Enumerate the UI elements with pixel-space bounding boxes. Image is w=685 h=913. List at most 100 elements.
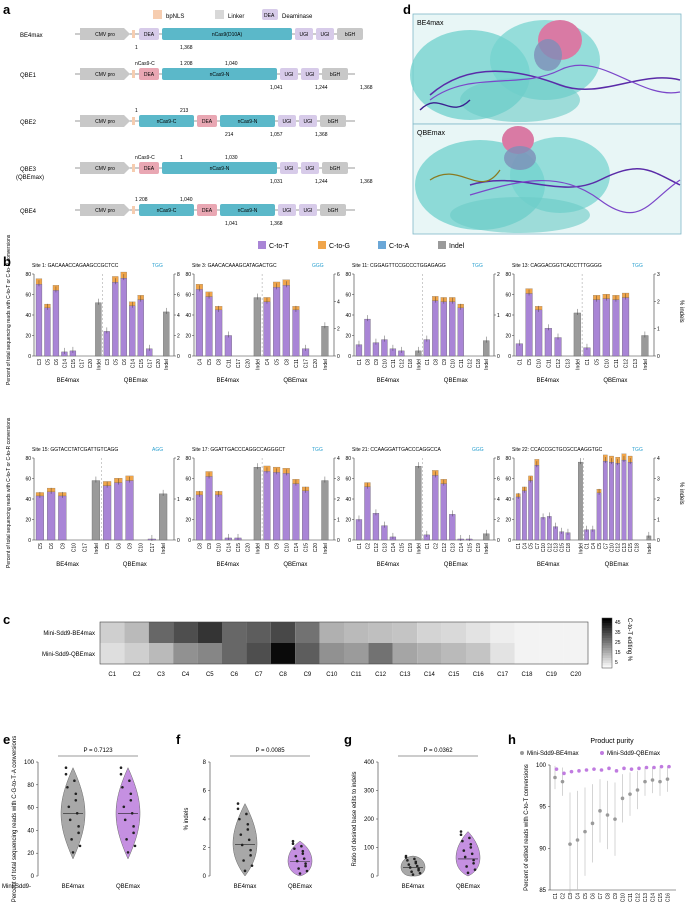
construct-block-label: bGH: [345, 32, 356, 38]
colorbar-step: [602, 635, 612, 639]
construct-position: 214: [225, 132, 234, 138]
c-to-t-bar: [129, 305, 136, 357]
construct-block-label: bGH: [328, 208, 339, 214]
violin-point: [472, 858, 475, 862]
construct-block: [320, 204, 346, 216]
legend-swatch: [438, 241, 446, 249]
group-label: QBEmax: [603, 378, 627, 384]
y-tick-label: 60: [505, 477, 511, 483]
construct-block-label: CMV pro: [95, 208, 115, 214]
be4-point: [605, 813, 610, 817]
construct-block-label: UGI: [306, 166, 315, 172]
violin-prefix: Mini-Sdd9-: [2, 884, 31, 890]
x-tick-label: C4: [197, 359, 203, 366]
y-tick-label-right: 1: [337, 518, 340, 524]
y-tick-label: 20: [345, 518, 351, 524]
group-label: QBEmax: [444, 562, 468, 568]
panel-b-yright-bottom: % indels: [678, 482, 684, 505]
colorbar-step: [602, 663, 612, 666]
be4-point: [590, 821, 595, 826]
legend-swatch: [378, 241, 386, 249]
construct-position: 1,368: [180, 45, 193, 51]
x-tick-label: C2: [433, 543, 439, 550]
y-tick-label: 40: [185, 313, 191, 319]
violin-point: [407, 863, 411, 866]
be4-point: [575, 838, 580, 842]
x-tick-label: C13: [382, 543, 388, 552]
p-value: P = 0.0085: [255, 748, 285, 754]
be4-point: [643, 779, 647, 784]
x-tick-label: Indel: [94, 543, 100, 554]
c-to-t-bar: [554, 337, 562, 357]
be4-point: [568, 842, 572, 846]
panel-label-g: g: [344, 732, 352, 747]
construct-block: [139, 68, 159, 80]
x-tick-label: C1: [425, 543, 431, 550]
x-tick-label: C5: [105, 543, 111, 550]
violin-point: [75, 812, 79, 815]
x-tick-label: C19: [476, 543, 482, 552]
c-to-t-bar: [372, 513, 380, 541]
c-to-t-bar: [528, 480, 533, 541]
heatmap-cell: [148, 643, 174, 664]
y-tick-label-right: 4: [337, 299, 340, 305]
heatmap-cell: [148, 622, 174, 643]
c-to-t-bar: [273, 287, 281, 357]
heatmap-cell: [197, 643, 222, 664]
group-label: QBEmax: [283, 378, 307, 384]
x-tick-label: C20: [313, 543, 319, 552]
violin-point: [469, 846, 473, 849]
violin-y-tick-label: 60: [27, 806, 34, 812]
legend-label: Indel: [449, 243, 465, 250]
y-tick-label-right: 2: [657, 299, 660, 305]
c-to-t-bar: [282, 473, 290, 541]
violin-y-tick-label: 0: [203, 874, 207, 880]
site-pam: AGG: [152, 447, 163, 453]
construct-block-label: CMV pro: [95, 166, 115, 172]
site-title: Site 21: CCAAGGATTGACCCAGGCCA: [352, 447, 441, 453]
heatmap-row-label: Mini-Sdd9-BE4max: [43, 631, 95, 637]
y-tick-label-right: 2: [497, 518, 500, 524]
x-tick-label: C6: [49, 543, 55, 550]
x-tick-label: C8: [197, 543, 203, 550]
x-tick-label: C1: [585, 543, 591, 550]
x-tick-label: C9: [128, 543, 134, 550]
violin-point: [236, 807, 240, 811]
qbe-point: [562, 771, 566, 776]
heatmap-col-label: C4: [182, 672, 190, 678]
c-to-t-bar: [224, 335, 232, 357]
h-x-tick-label: C9: [613, 893, 619, 900]
x-tick-label: C9: [374, 359, 380, 366]
x-tick-label: C11: [459, 359, 465, 368]
y-tick-label-right: 0: [337, 354, 340, 360]
construct-position: 1,368: [270, 221, 283, 227]
site-pam: GGG: [312, 263, 324, 269]
heatmap-col-label: C11: [351, 672, 362, 678]
heatmap-cell: [392, 622, 418, 643]
heatmap-cell: [563, 643, 588, 664]
panel-label-a: a: [3, 2, 11, 17]
heatmap-cell: [368, 643, 393, 664]
x-tick-label: Indel: [647, 543, 653, 554]
x-tick-label: Indel: [484, 543, 490, 554]
x-tick-label: C13: [554, 543, 560, 552]
violin-y-tick-label: 2: [203, 846, 207, 852]
construct-block: [322, 162, 348, 174]
x-tick-label: C8: [217, 359, 223, 366]
x-tick-label: C6: [122, 359, 128, 366]
construct-block: [316, 28, 334, 40]
y-tick-label: 80: [25, 272, 31, 278]
y-tick-label: 40: [505, 497, 511, 503]
indel-bar: [91, 480, 100, 541]
x-tick-label: C14: [459, 543, 465, 552]
construct-block-label: CMV pro: [95, 32, 115, 38]
heatmap-cell: [173, 643, 198, 664]
construct-block-label: UGI: [285, 72, 294, 78]
y-tick-label: 60: [505, 293, 511, 299]
y-tick-label: 0: [188, 538, 191, 544]
be4-point: [560, 779, 565, 784]
x-tick-label: C4: [265, 359, 271, 366]
violin-point: [301, 849, 305, 853]
colorbar-step: [602, 650, 612, 654]
qbe-point: [629, 767, 634, 771]
